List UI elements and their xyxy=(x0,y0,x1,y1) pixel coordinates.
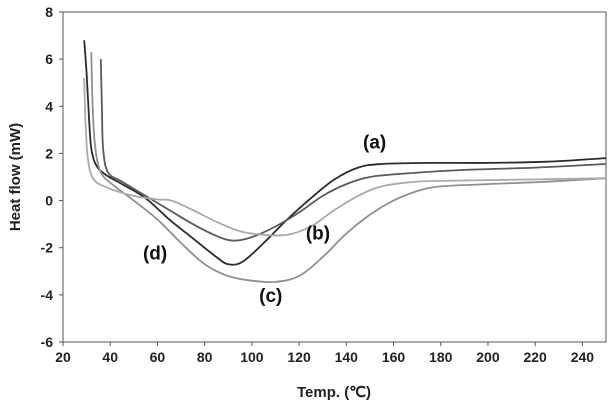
y-tick-label: 8 xyxy=(45,4,53,20)
y-tick-label: 2 xyxy=(45,145,53,161)
y-axis-title: Heat flow (mW) xyxy=(7,123,24,231)
x-tick-label: 180 xyxy=(429,349,453,365)
series-line-d xyxy=(83,77,607,237)
series-label-c: (c) xyxy=(259,286,282,307)
y-tick-label: -4 xyxy=(41,287,54,303)
x-tick-label: 200 xyxy=(476,349,500,365)
series-line-a xyxy=(83,40,607,266)
series-labels: (a) (b) (c) (d) xyxy=(143,133,386,307)
x-axis-title: Temp. (℃) xyxy=(297,384,371,401)
y-tick-label: 0 xyxy=(45,193,53,209)
series-label-b: (b) xyxy=(306,223,330,244)
series-line-b xyxy=(99,59,607,242)
axis-ticks: 20 40 60 80 100 120 140 160 180 200 220 240 -6 -4 -2 0 2… xyxy=(41,4,595,365)
x-tick-label: 60 xyxy=(150,349,166,365)
plot-area xyxy=(62,11,607,343)
x-tick-label: 240 xyxy=(571,349,595,365)
series-line-c xyxy=(90,52,607,284)
x-tick-label: 220 xyxy=(523,349,547,365)
x-tick-label: 140 xyxy=(335,349,359,365)
y-tick-label: 4 xyxy=(45,98,53,114)
x-tick-label: 160 xyxy=(382,349,406,365)
series-label-a: (a) xyxy=(363,133,386,154)
x-tick-label: 120 xyxy=(287,349,311,365)
y-tick-label: -6 xyxy=(41,334,54,350)
series-lines xyxy=(83,40,607,284)
x-tick-label: 80 xyxy=(197,349,213,365)
series-label-d: (d) xyxy=(143,243,167,264)
x-tick-label: 100 xyxy=(240,349,264,365)
y-tick-label: 6 xyxy=(45,51,53,67)
x-tick-label: 20 xyxy=(55,349,71,365)
y-tick-label: -2 xyxy=(41,240,54,256)
x-tick-label: 40 xyxy=(102,349,118,365)
